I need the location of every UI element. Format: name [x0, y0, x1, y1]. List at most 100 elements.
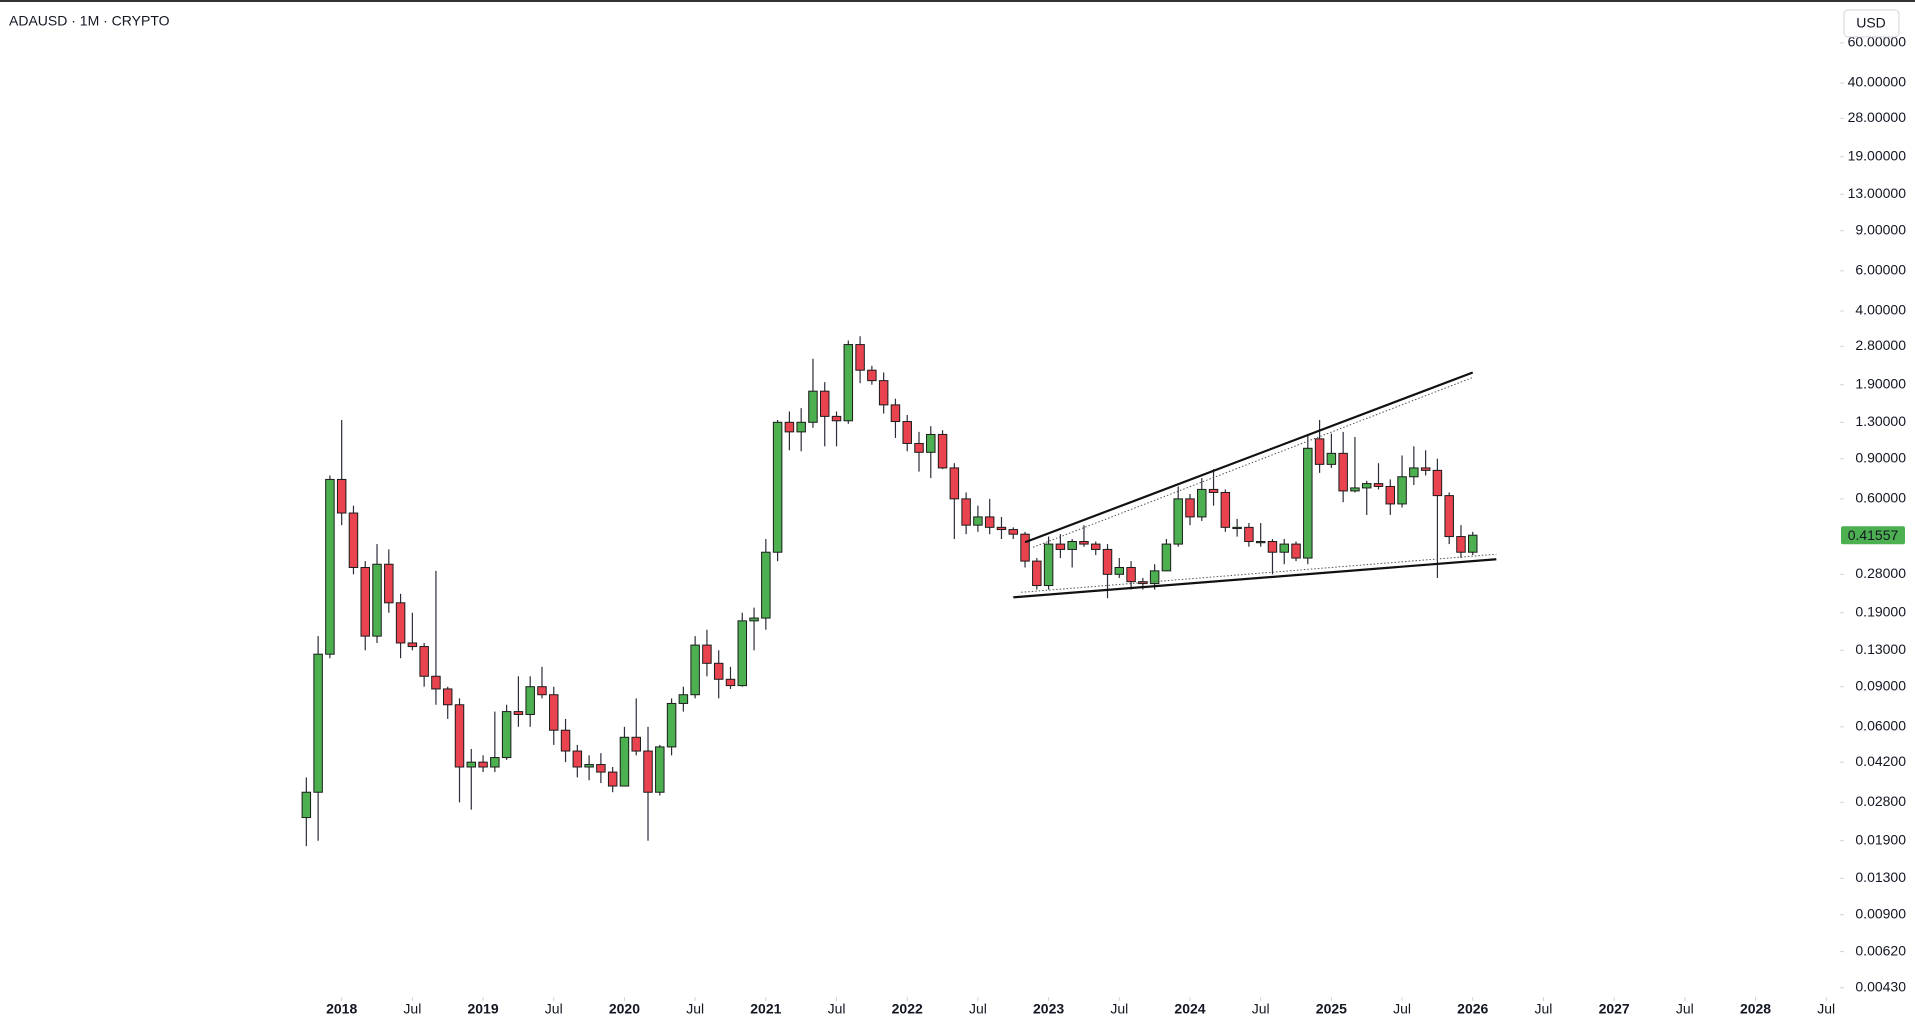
- candle-body: [513, 711, 524, 715]
- x-tick-label: 2019: [467, 1001, 498, 1017]
- candle-body: [572, 750, 583, 768]
- trendline: [1024, 371, 1474, 544]
- candle-body: [1102, 548, 1113, 575]
- candle-body: [1126, 566, 1136, 583]
- candle-body: [1244, 526, 1254, 543]
- candle-body: [749, 617, 759, 622]
- candle-body: [407, 642, 418, 648]
- y-tick-label: 0.00430: [1855, 979, 1906, 995]
- candle-body: [442, 688, 453, 706]
- candle-body: [431, 675, 441, 690]
- x-tick-label: Jul: [1393, 1001, 1411, 1017]
- candle-body: [301, 791, 312, 819]
- y-tick-label: 0.60000: [1855, 490, 1906, 506]
- candle-body: [466, 761, 477, 768]
- candle-body: [725, 678, 736, 687]
- candle-body: [525, 686, 535, 715]
- candle-body: [537, 686, 547, 696]
- candle-body: [1043, 543, 1054, 587]
- candle-body: [1468, 534, 1478, 553]
- top-border: [0, 0, 1915, 2]
- y-tick-label: 0.00900: [1855, 905, 1906, 921]
- candle-body: [325, 478, 335, 655]
- trendline-guide: [1032, 377, 1473, 548]
- candle-body: [1420, 467, 1431, 471]
- y-tick-label: 13.00000: [1848, 185, 1907, 201]
- candle-body: [549, 694, 559, 731]
- candle-body: [1338, 452, 1348, 492]
- y-tick-label: 6.00000: [1855, 262, 1906, 278]
- candle-body: [1409, 467, 1419, 478]
- candle-body: [360, 566, 370, 637]
- plot-area: 60.00000 40.00000 28.00000 19.00000 13.00000…: [301, 34, 1907, 1017]
- candle-body: [1067, 541, 1077, 550]
- candle-body: [937, 433, 948, 469]
- x-tick-label: Jul: [1534, 1001, 1552, 1017]
- y-tick-label: 0.28000: [1855, 565, 1906, 581]
- candle-body: [820, 390, 830, 417]
- candle-body: [1008, 529, 1018, 535]
- candle-body: [395, 602, 406, 644]
- candle-body: [1397, 476, 1407, 505]
- x-tick-label: 2026: [1457, 1001, 1488, 1017]
- candle-body: [631, 736, 641, 752]
- candle-body: [831, 415, 842, 422]
- candle-body: [643, 750, 653, 793]
- candle-body: [890, 404, 901, 423]
- y-tick-label: 0.01900: [1855, 831, 1906, 847]
- candle-body: [1303, 447, 1313, 559]
- candle-body: [808, 390, 818, 423]
- candle-body: [1255, 541, 1266, 544]
- y-tick-label: 0.90000: [1855, 449, 1906, 465]
- y-tick-label: 0.04200: [1855, 753, 1906, 769]
- x-tick-label: 2024: [1174, 1001, 1205, 1017]
- currency-box: [1843, 9, 1900, 38]
- candle-body: [1079, 541, 1089, 545]
- y-tick-label: 1.30000: [1855, 413, 1906, 429]
- y-tick-label: 1.90000: [1855, 375, 1906, 391]
- candle-body: [949, 467, 960, 500]
- candle-body: [961, 498, 971, 526]
- candle-body: [1350, 487, 1360, 492]
- y-tick-label: 40.00000: [1848, 74, 1907, 90]
- candle-body: [584, 764, 594, 768]
- last-price-label: 0.41557: [1848, 527, 1899, 543]
- x-tick-label: Jul: [1110, 1001, 1128, 1017]
- candle-body: [855, 344, 865, 371]
- candle-body: [1114, 566, 1125, 575]
- candle-body: [348, 512, 359, 568]
- candle-body: [926, 433, 936, 453]
- y-tick-label: 0.19000: [1855, 603, 1906, 619]
- y-tick-label: 4.00000: [1855, 302, 1906, 318]
- candle-body: [1326, 452, 1337, 465]
- x-tick-label: Jul: [1676, 1001, 1694, 1017]
- candle-body: [384, 563, 394, 604]
- candle-body: [1232, 526, 1242, 530]
- y-tick-label: 0.01300: [1855, 869, 1906, 885]
- candle-body: [1291, 543, 1301, 559]
- candle-body: [1173, 498, 1183, 545]
- y-tick-label: 0.02800: [1855, 793, 1906, 809]
- x-tick-label: 2027: [1599, 1001, 1630, 1017]
- candle-body: [784, 421, 795, 433]
- candle-body: [666, 702, 677, 748]
- candle-body: [713, 662, 724, 680]
- candle-body: [761, 551, 771, 619]
- candle-body: [678, 694, 689, 704]
- candle-body: [1373, 483, 1384, 487]
- y-tick-label: 0.00620: [1855, 942, 1906, 958]
- candle-body: [655, 746, 665, 793]
- candle-body: [1197, 488, 1207, 518]
- x-tick-label: Jul: [828, 1001, 846, 1017]
- candle-body: [419, 646, 429, 677]
- candle-body: [454, 704, 465, 768]
- candle-body: [1361, 483, 1372, 489]
- trendline-guide: [1021, 553, 1497, 593]
- candle-body: [843, 344, 854, 422]
- x-tick-label: 2020: [609, 1001, 640, 1017]
- candle-body: [336, 478, 347, 514]
- x-tick-label: Jul: [1817, 1001, 1835, 1017]
- candle-body: [560, 729, 571, 752]
- candle-body: [1032, 560, 1042, 587]
- x-tick-label: 2021: [750, 1001, 781, 1017]
